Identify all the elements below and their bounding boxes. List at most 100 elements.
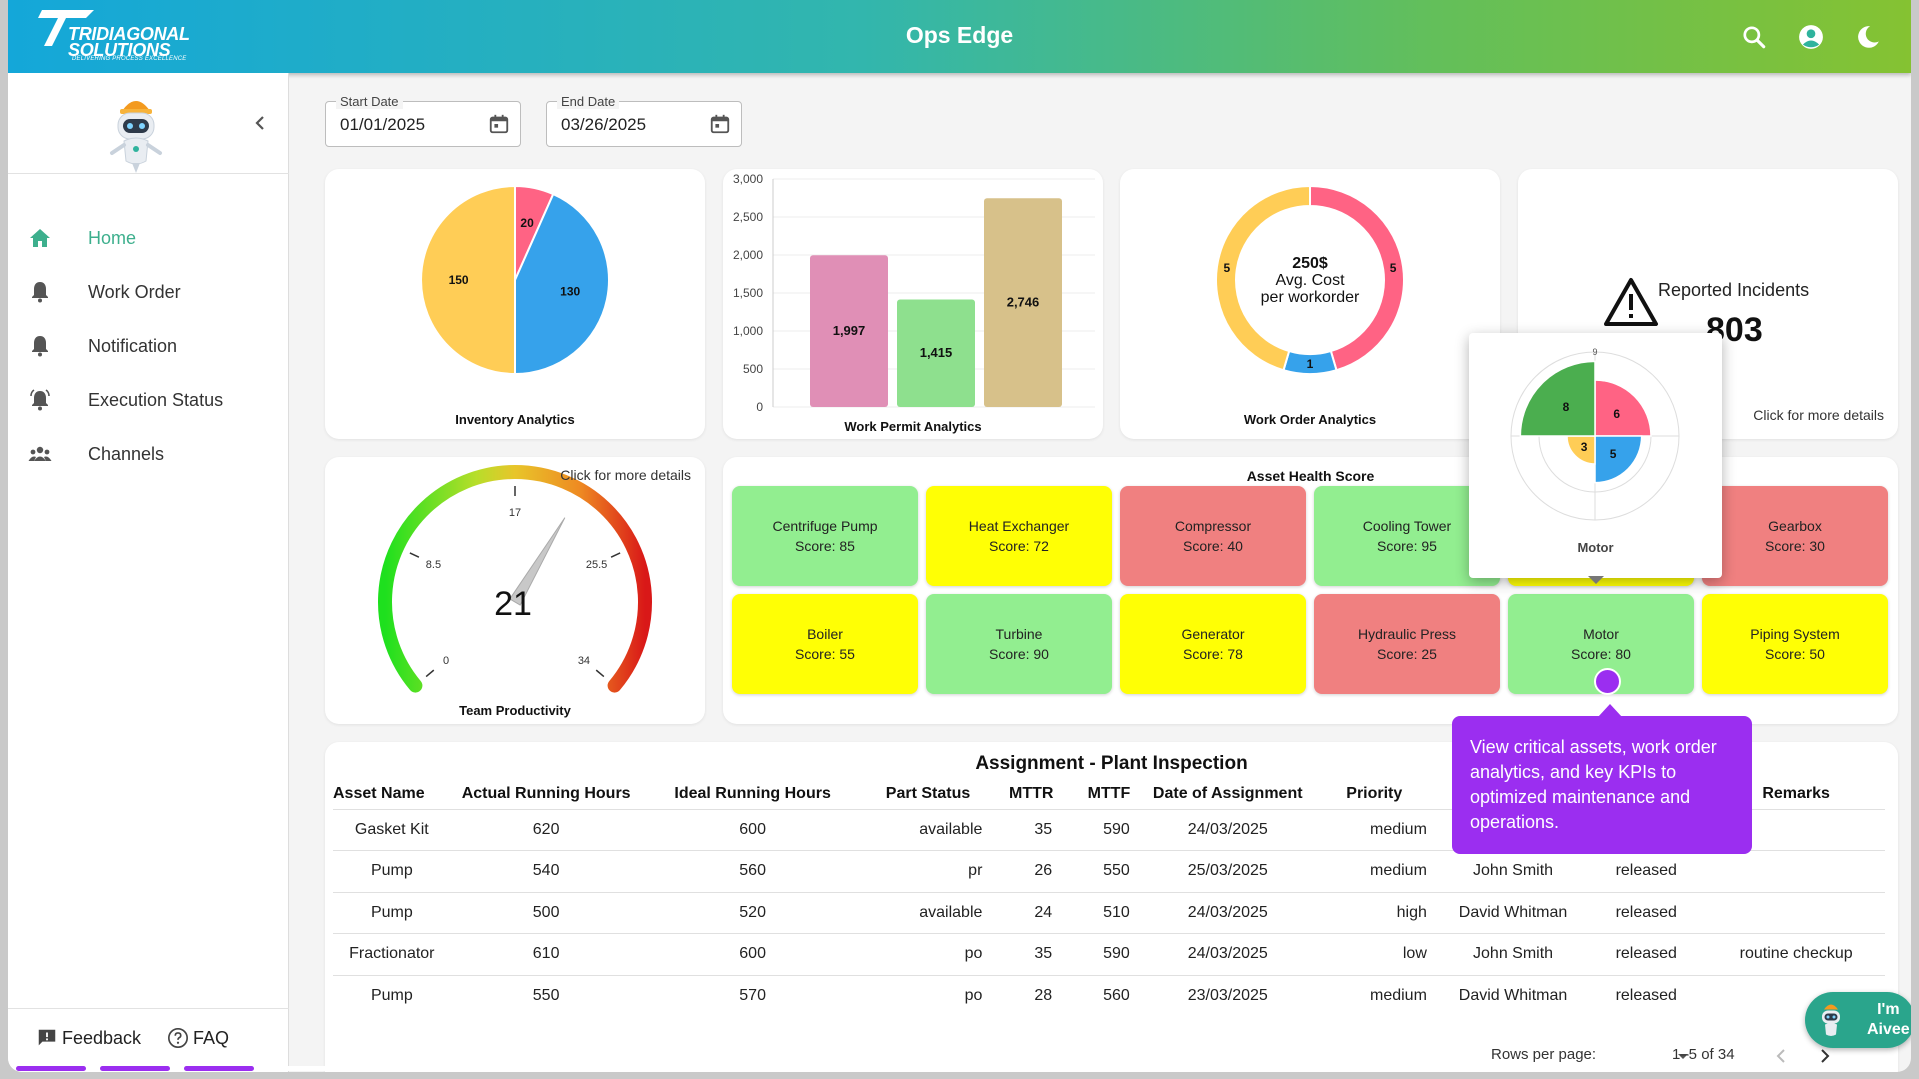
- asset-score: Score: 95: [1377, 538, 1437, 554]
- team-productivity-card[interactable]: Click for more details 0 8.5 17 25.5 34 21 Te…: [325, 457, 705, 724]
- donut-segment-label: 5: [1390, 261, 1397, 275]
- sidebar-item-execution-status[interactable]: Execution Status: [8, 373, 289, 427]
- work-order-analytics-card[interactable]: 5 1 5 250$ Avg. Cost per workorder Work Or…: [1120, 169, 1500, 439]
- start-date-value[interactable]: 01/01/2025: [340, 115, 426, 134]
- table-cell: Gasket Kit: [333, 808, 451, 851]
- asset-name: Boiler: [807, 626, 843, 642]
- asset-tile[interactable]: Centrifuge Pump Score: 85: [732, 486, 918, 586]
- gauge-arc: [378, 465, 652, 693]
- calendar-icon[interactable]: [709, 113, 731, 135]
- table-cell: po: [863, 933, 993, 975]
- table-cell: 540: [450, 850, 642, 892]
- bar-value-label: 1,997: [833, 323, 866, 338]
- column-header[interactable]: Remarks: [1762, 784, 1830, 802]
- sidebar-item-work-order[interactable]: Work Order: [8, 265, 289, 319]
- incidents-label: Reported Incidents: [1658, 280, 1810, 300]
- work-order-chart-title: Work Order Analytics: [1243, 412, 1377, 427]
- asset-tile[interactable]: Generator Score: 78: [1120, 594, 1306, 694]
- productivity-details-link[interactable]: Click for more details: [560, 467, 691, 483]
- table-row[interactable]: Fractionator 610 600 po 35 590 24/03/2025 low Jo…: [333, 933, 1885, 975]
- progress-step: [184, 1066, 254, 1071]
- guide-hotspot[interactable]: [1594, 668, 1621, 695]
- faq-button[interactable]: FAQ: [167, 1025, 229, 1051]
- table-cell: 26: [992, 850, 1071, 892]
- table-row[interactable]: Pump 540 560 pr 26 550 25/03/2025 medium John Sm…: [333, 850, 1885, 892]
- asset-tile[interactable]: Gearbox Score: 30: [1702, 486, 1888, 586]
- polar-slice: [1566, 435, 1596, 465]
- column-header[interactable]: Ideal Running Hours: [674, 784, 831, 802]
- account-icon[interactable]: [1798, 24, 1824, 50]
- bar-value-label: 2,746: [1007, 295, 1040, 310]
- prev-page-icon[interactable]: [1773, 1047, 1791, 1065]
- table-cell: 35: [992, 808, 1071, 851]
- next-page-icon[interactable]: [1815, 1047, 1833, 1065]
- sidebar-divider: [8, 173, 289, 174]
- table-cell: medium: [1307, 974, 1441, 1017]
- sidebar-item-label: Channels: [88, 444, 165, 464]
- column-header[interactable]: MTTF: [1087, 784, 1131, 802]
- table-cell: pr: [863, 850, 993, 892]
- table-cell: 560: [1070, 974, 1148, 1017]
- table-header-row: Asset Name Actual Running Hours Ideal Runn…: [333, 779, 1885, 809]
- asset-tile[interactable]: Heat Exchanger Score: 72: [926, 486, 1112, 586]
- table-cell: released: [1585, 850, 1708, 892]
- calendar-icon[interactable]: [488, 113, 510, 135]
- work-permit-bar-chart: 0 500 1,000 1,500 2,000 2,500 3,000 1,997 1,415 2…: [733, 172, 1095, 414]
- asset-tile[interactable]: Boiler Score: 55: [732, 594, 918, 694]
- sidebar-item-channels[interactable]: Channels: [8, 427, 289, 481]
- table-cell: David Whitman: [1440, 891, 1586, 934]
- alarm-bell-icon: [30, 389, 50, 411]
- table-row[interactable]: Pump 550 570 po 28 560 23/03/2025 medium David W…: [333, 974, 1885, 1017]
- rows-per-page-dropdown-icon[interactable]: [1675, 1048, 1691, 1064]
- gauge-tick-label: 17: [509, 507, 521, 519]
- column-header[interactable]: Part Status: [885, 784, 971, 802]
- column-header[interactable]: Actual Running Hours: [461, 784, 631, 802]
- home-icon: [30, 229, 50, 247]
- aivee-assistant-button[interactable]: I'm Aivee: [1805, 992, 1911, 1048]
- work-permit-analytics-card[interactable]: 0 500 1,000 1,500 2,000 2,500 3,000 1,997 1,415 2…: [723, 169, 1103, 439]
- brand-logo[interactable]: TRIDIAGONAL SOLUTIONS DELIVERING PROCESS …: [36, 8, 201, 66]
- dark-mode-icon[interactable]: [1855, 24, 1881, 50]
- bell-icon: [32, 282, 48, 303]
- column-header[interactable]: Priority: [1346, 784, 1403, 802]
- table-cell: released: [1585, 891, 1708, 934]
- end-date-value[interactable]: 03/26/2025: [561, 115, 647, 134]
- asset-name: Hydraulic Press: [1357, 626, 1457, 642]
- sidebar-item-notification[interactable]: Notification: [8, 319, 289, 373]
- table-row[interactable]: Pump 500 520 available 24 510 24/03/2025 high Da…: [333, 891, 1885, 934]
- table-cell: 35: [992, 933, 1071, 975]
- brand-line2: SOLUTIONS: [68, 40, 171, 60]
- asset-tile[interactable]: Compressor Score: 40: [1120, 486, 1306, 586]
- pie-slice-label: 150: [449, 273, 469, 287]
- table-cell: Pump: [333, 891, 451, 934]
- gauge-needle: [509, 517, 566, 606]
- sidebar-item-home[interactable]: Home: [8, 211, 289, 265]
- asset-score: Score: 72: [989, 538, 1049, 554]
- table-cell: low: [1307, 933, 1441, 975]
- guide-tooltip[interactable]: View critical assets, work order analyti…: [1452, 716, 1752, 854]
- asset-tile[interactable]: Hydraulic Press Score: 25: [1314, 594, 1500, 694]
- asset-name: Cooling Tower: [1362, 518, 1452, 534]
- polar-slice: [1594, 379, 1652, 437]
- progress-step: [688, 1066, 758, 1071]
- table-cell: 590: [1070, 808, 1148, 851]
- gauge-tick-label: 25.5: [586, 559, 607, 571]
- start-date-field[interactable]: Start Date 01/01/2025: [325, 94, 521, 147]
- asset-tile[interactable]: Turbine Score: 90: [926, 594, 1112, 694]
- inventory-analytics-card[interactable]: 20 130 150 Inventory Analytics: [325, 169, 705, 439]
- bell-icon: [32, 336, 48, 357]
- donut-segment: [1215, 184, 1311, 372]
- column-header[interactable]: Asset Name: [333, 784, 425, 802]
- end-date-field[interactable]: End Date 03/26/2025: [546, 94, 742, 147]
- asset-tile[interactable]: Piping System Score: 50: [1702, 594, 1888, 694]
- feedback-button[interactable]: Feedback: [36, 1025, 141, 1051]
- column-header[interactable]: Date of Assignment: [1152, 784, 1303, 802]
- incidents-details-link[interactable]: Click for more details: [1753, 407, 1884, 423]
- feedback-label: Feedback: [62, 1027, 142, 1048]
- app-title: Ops Edge: [905, 22, 1014, 48]
- collapse-sidebar-icon[interactable]: [250, 113, 270, 133]
- avg-cost-sublabel: per workorder: [1260, 289, 1360, 306]
- search-icon[interactable]: [1741, 24, 1767, 50]
- table-cell: 510: [1070, 891, 1148, 934]
- column-header[interactable]: MTTR: [1009, 784, 1054, 802]
